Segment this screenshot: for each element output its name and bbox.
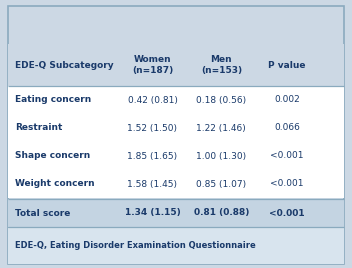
Bar xyxy=(8,142,344,170)
Text: Men
(n=153): Men (n=153) xyxy=(201,55,242,75)
Text: 0.18 (0.56): 0.18 (0.56) xyxy=(196,95,246,105)
Text: 1.22 (1.46): 1.22 (1.46) xyxy=(196,124,246,132)
Bar xyxy=(8,86,344,114)
Text: 0.85 (1.07): 0.85 (1.07) xyxy=(196,180,246,188)
Text: Restraint: Restraint xyxy=(15,124,62,132)
Text: 0.066: 0.066 xyxy=(274,124,300,132)
Text: 0.42 (0.81): 0.42 (0.81) xyxy=(127,95,177,105)
Text: Weight concern: Weight concern xyxy=(15,180,94,188)
Text: <0.001: <0.001 xyxy=(269,209,305,218)
Text: 1.52 (1.50): 1.52 (1.50) xyxy=(127,124,177,132)
Text: 1.34 (1.15): 1.34 (1.15) xyxy=(125,209,180,218)
Bar xyxy=(8,44,344,86)
Text: <0.001: <0.001 xyxy=(270,151,304,161)
Text: P value: P value xyxy=(268,61,306,69)
Bar xyxy=(8,228,344,264)
Bar xyxy=(8,199,344,227)
Text: 1.85 (1.65): 1.85 (1.65) xyxy=(127,151,177,161)
Text: 1.00 (1.30): 1.00 (1.30) xyxy=(196,151,246,161)
Text: Women
(n=187): Women (n=187) xyxy=(132,55,173,75)
Text: Eating concern: Eating concern xyxy=(15,95,91,105)
Bar xyxy=(8,114,344,142)
Text: 1.58 (1.45): 1.58 (1.45) xyxy=(127,180,177,188)
Text: 0.002: 0.002 xyxy=(274,95,300,105)
Bar xyxy=(8,170,344,198)
Text: EDE-Q Subcategory: EDE-Q Subcategory xyxy=(15,61,113,69)
Text: <0.001: <0.001 xyxy=(270,180,304,188)
Text: EDE-Q, Eating Disorder Examination Questionnaire: EDE-Q, Eating Disorder Examination Quest… xyxy=(15,241,256,251)
Text: 0.81 (0.88): 0.81 (0.88) xyxy=(194,209,249,218)
Text: Shape concern: Shape concern xyxy=(15,151,90,161)
Text: Total score: Total score xyxy=(15,209,70,218)
